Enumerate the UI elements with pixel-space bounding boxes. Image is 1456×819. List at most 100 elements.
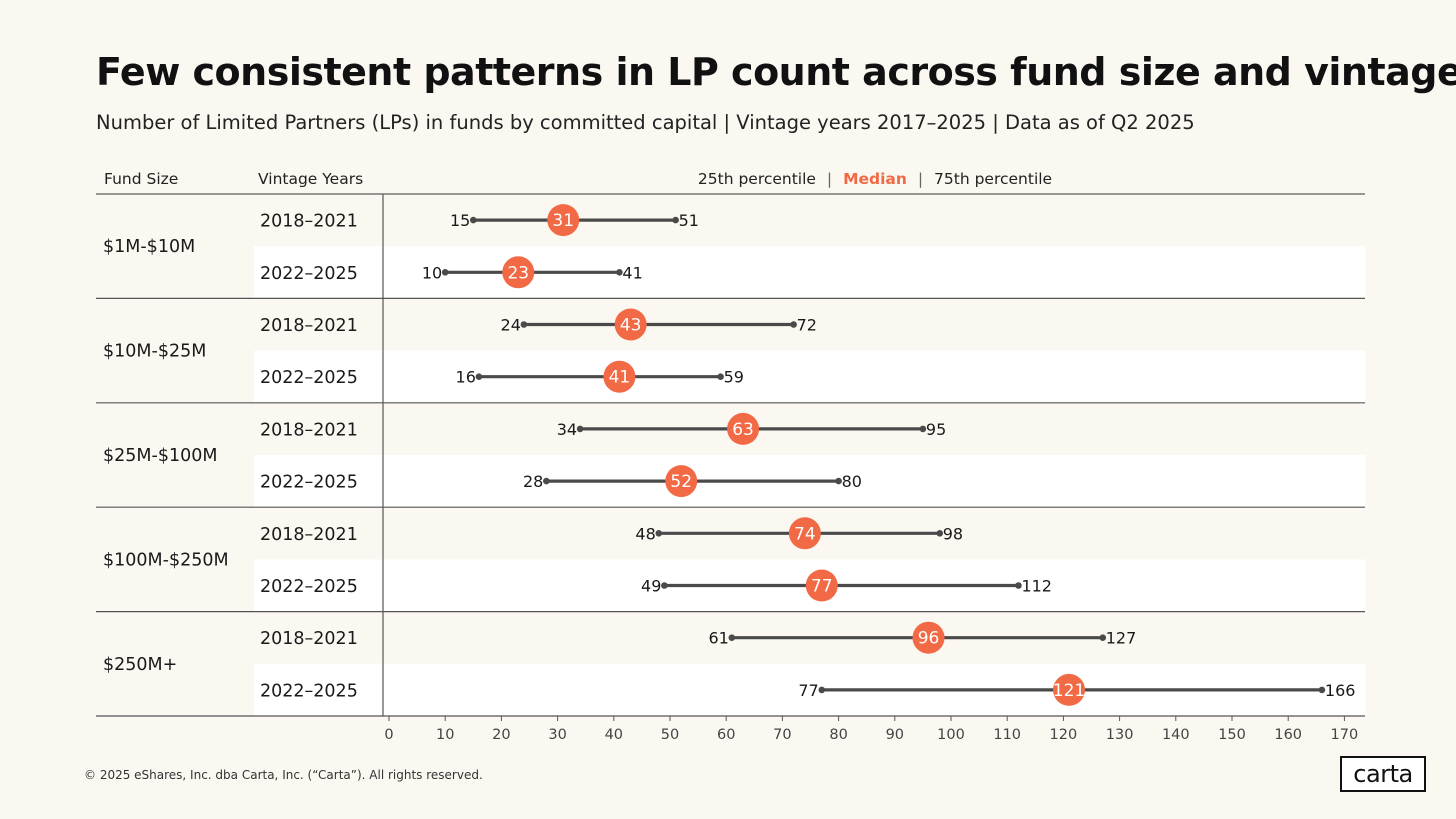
median-label: 52 <box>670 472 692 492</box>
vintage-label: 2018–2021 <box>260 316 358 336</box>
x-tick-label: 160 <box>1274 727 1302 743</box>
p25-dot <box>520 321 528 328</box>
vintage-label: 2018–2021 <box>260 629 358 649</box>
p75-label: 51 <box>679 211 699 230</box>
chart-header: Fund Size Vintage Years 25th percentile … <box>104 170 1052 188</box>
p75-label: 127 <box>1106 629 1137 648</box>
p75-dot <box>919 425 927 433</box>
p25-dot <box>576 425 584 433</box>
median-label: 74 <box>794 524 816 544</box>
p25-label: 34 <box>557 420 577 439</box>
median-label: 96 <box>918 629 940 649</box>
x-tick-label: 40 <box>605 727 623 743</box>
p75-dot <box>1015 582 1022 589</box>
p75-label: 112 <box>1021 577 1052 596</box>
x-tick-label: 70 <box>773 727 791 743</box>
p75-label: 72 <box>797 316 817 335</box>
x-tick-label: 10 <box>436 727 454 743</box>
median-dot <box>805 569 838 602</box>
x-tick-label: 20 <box>492 727 510 743</box>
p25-label: 16 <box>456 368 476 387</box>
p25-dot <box>441 269 449 276</box>
vintage-label: 2022–2025 <box>260 264 358 284</box>
median-label: 41 <box>609 368 631 388</box>
fund-size-label: $1M-$10M <box>103 237 195 257</box>
p75-label: 98 <box>943 524 963 543</box>
p75-dot <box>1318 686 1326 694</box>
median-dot <box>727 412 760 445</box>
p25-dot <box>470 216 477 224</box>
row-band <box>254 246 1365 299</box>
vintage-years-header: Vintage Years <box>258 170 363 188</box>
legend-sep-1: | <box>827 170 832 188</box>
p25-label: 24 <box>501 316 521 335</box>
p75-label: 59 <box>724 368 744 387</box>
p25-label: 61 <box>708 629 728 648</box>
vintage-label: 2022–2025 <box>260 368 358 388</box>
p25-dot <box>661 582 668 589</box>
x-tick-label: 100 <box>937 727 965 743</box>
median-dot <box>603 360 636 393</box>
median-dot <box>614 308 647 341</box>
x-tick-label: 150 <box>1218 727 1246 743</box>
legend-sep-2: | <box>918 170 923 188</box>
median-dot <box>912 621 945 654</box>
vintage-label: 2022–2025 <box>260 473 358 493</box>
p75-dot <box>616 269 623 276</box>
vintage-label: 2018–2021 <box>260 525 358 545</box>
chart-marks: 15 51 31 10 41 23 24 72 43 16 59 41 34 95 63 28 80 52 48 98… <box>422 204 1356 706</box>
legend-p75: 75th percentile <box>934 170 1052 188</box>
median-dot <box>547 204 580 237</box>
median-label: 23 <box>507 263 529 283</box>
x-tick-label: 0 <box>384 727 393 743</box>
median-label: 31 <box>552 211 574 231</box>
p75-label: 41 <box>622 263 642 282</box>
copyright-text: © 2025 eShares, Inc. dba Carta, Inc. (“C… <box>84 768 483 782</box>
p75-dot <box>717 373 724 381</box>
median-dot <box>665 465 698 498</box>
vintage-label: 2018–2021 <box>260 420 358 440</box>
median-label: 121 <box>1053 681 1085 701</box>
median-label: 77 <box>811 577 833 597</box>
chart-title: Few consistent patterns in LP count acro… <box>96 50 1456 94</box>
fund-size-label: $100M-$250M <box>103 550 229 570</box>
p25-dot <box>818 686 826 694</box>
p25-dot <box>728 634 736 641</box>
p25-label: 15 <box>450 211 470 230</box>
fund-size-header: Fund Size <box>104 170 178 188</box>
p25-label: 28 <box>523 472 543 491</box>
x-tick-label: 80 <box>829 727 847 743</box>
p75-dot <box>672 216 679 224</box>
p75-label: 166 <box>1325 681 1356 700</box>
x-axis: 0 10 20 30 40 50 60 70 80 90 100 110 120 130 140 150 160… <box>384 716 1358 743</box>
x-tick-label: 50 <box>661 727 679 743</box>
fund-size-label: $250M+ <box>103 655 177 675</box>
x-tick-label: 90 <box>886 727 904 743</box>
x-tick-label: 110 <box>993 727 1021 743</box>
median-label: 43 <box>620 316 642 336</box>
row-labels: $1M-$10M 2018–2021 2022–2025 $10M-$25M 2018–… <box>103 212 358 702</box>
median-dot <box>1053 673 1086 706</box>
legend: 25th percentile | Median | 75th percenti… <box>698 170 1052 188</box>
row-band <box>254 350 1365 403</box>
p75-label: 95 <box>926 420 946 439</box>
vintage-label: 2022–2025 <box>260 577 358 597</box>
fund-size-label: $10M-$25M <box>103 342 206 362</box>
fund-size-label: $25M-$100M <box>103 446 217 466</box>
x-tick-label: 170 <box>1331 727 1359 743</box>
p25-dot <box>475 373 483 381</box>
x-tick-label: 140 <box>1162 727 1190 743</box>
x-tick-label: 60 <box>717 727 735 743</box>
p25-label: 77 <box>798 681 818 700</box>
p75-dot <box>936 530 944 537</box>
table-rules <box>96 193 1365 717</box>
row-bands <box>254 246 1365 716</box>
p25-dot <box>543 477 550 485</box>
median-label: 63 <box>732 420 754 440</box>
x-tick-label: 130 <box>1106 727 1134 743</box>
carta-logo: carta <box>1340 756 1426 792</box>
median-dot <box>502 256 535 289</box>
p75-label: 80 <box>842 472 862 491</box>
p75-dot <box>835 477 842 485</box>
